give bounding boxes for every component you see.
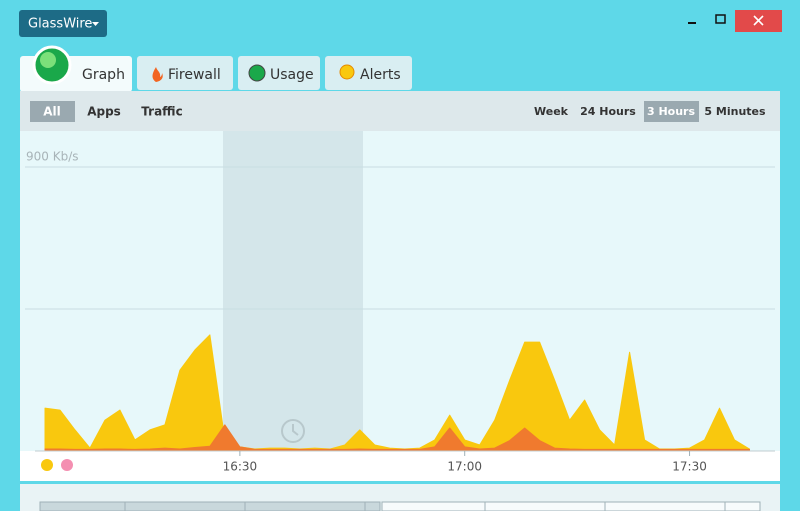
range-selected	[644, 101, 699, 122]
close-icon	[753, 15, 764, 26]
filter-selected	[30, 101, 75, 122]
time-axis	[20, 451, 780, 481]
graph-icon-shine	[40, 52, 56, 68]
firewall-icon	[152, 67, 163, 82]
alerts-icon	[339, 64, 355, 80]
range[interactable]: 24 Hours	[580, 105, 636, 118]
maximize[interactable]	[715, 14, 726, 24]
minimize[interactable]	[688, 22, 696, 24]
tab[interactable]	[325, 56, 412, 90]
x-axis: 16:30 17:00 17:30	[223, 451, 707, 474]
x-tick-label: 17:00	[447, 460, 482, 474]
y-tick-label: 900 Kb/s	[26, 150, 79, 164]
tab[interactable]	[238, 56, 320, 90]
range[interactable]: Week	[534, 105, 569, 118]
table-header	[39, 501, 381, 511]
tab[interactable]	[137, 56, 233, 90]
menu-caret	[92, 22, 99, 26]
tab-label: Firewall	[168, 67, 221, 83]
menu-label: GlassWire	[28, 17, 92, 32]
traffic-area	[44, 424, 751, 451]
menu-button[interactable]	[19, 10, 107, 37]
filter[interactable]: Traffic	[141, 105, 182, 119]
download-icon	[41, 459, 53, 471]
filter[interactable]: All	[43, 105, 61, 119]
clock-icon	[281, 419, 305, 443]
x-tick-label: 17:30	[672, 460, 707, 474]
range[interactable]: 5 Minutes	[704, 105, 766, 118]
x-tick-label: 16:30	[223, 460, 258, 474]
clock-hands	[292, 424, 299, 436]
range[interactable]: 3 Hours	[647, 105, 696, 118]
tab-label: Alerts	[360, 67, 401, 83]
selection-band[interactable]	[223, 131, 363, 451]
tab-label: Graph	[82, 67, 125, 83]
table-dividers	[124, 502, 726, 511]
upload-icon	[61, 459, 73, 471]
usage-icon	[248, 64, 266, 82]
plot: 900 Kb/s	[25, 150, 775, 451]
filter[interactable]: Apps	[87, 105, 121, 119]
graph-panel	[20, 131, 780, 451]
table-header	[381, 501, 761, 511]
tab-label: Usage	[270, 67, 314, 83]
